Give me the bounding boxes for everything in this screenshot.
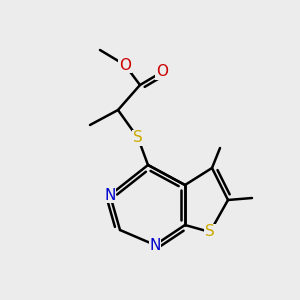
Text: S: S	[205, 224, 215, 239]
Text: N: N	[104, 188, 116, 202]
Text: N: N	[149, 238, 161, 253]
Text: O: O	[156, 64, 168, 80]
Text: O: O	[119, 58, 131, 73]
Text: S: S	[133, 130, 143, 146]
